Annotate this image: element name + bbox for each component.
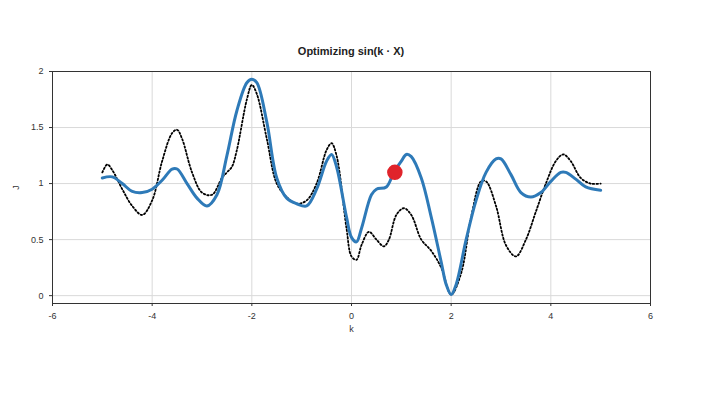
svg-text:-6: -6 bbox=[48, 311, 56, 321]
svg-text:1: 1 bbox=[38, 178, 43, 188]
svg-text:4: 4 bbox=[548, 311, 553, 321]
html-text:Optimizing sin(k · X): Optimizing sin(k · X) bbox=[297, 45, 405, 57]
svg-text:-4: -4 bbox=[148, 311, 156, 321]
svg-text:-2: -2 bbox=[248, 311, 256, 321]
svg-text:0: 0 bbox=[38, 291, 43, 301]
svg-text:k: k bbox=[349, 324, 354, 334]
svg-text:1.5: 1.5 bbox=[31, 122, 44, 132]
svg-text:2: 2 bbox=[38, 66, 43, 76]
svg-text:2: 2 bbox=[449, 311, 454, 321]
svg-text:J: J bbox=[11, 185, 21, 190]
svg-text:0: 0 bbox=[349, 311, 354, 321]
svg-text:6: 6 bbox=[648, 311, 653, 321]
svg-text:0.5: 0.5 bbox=[31, 234, 44, 244]
